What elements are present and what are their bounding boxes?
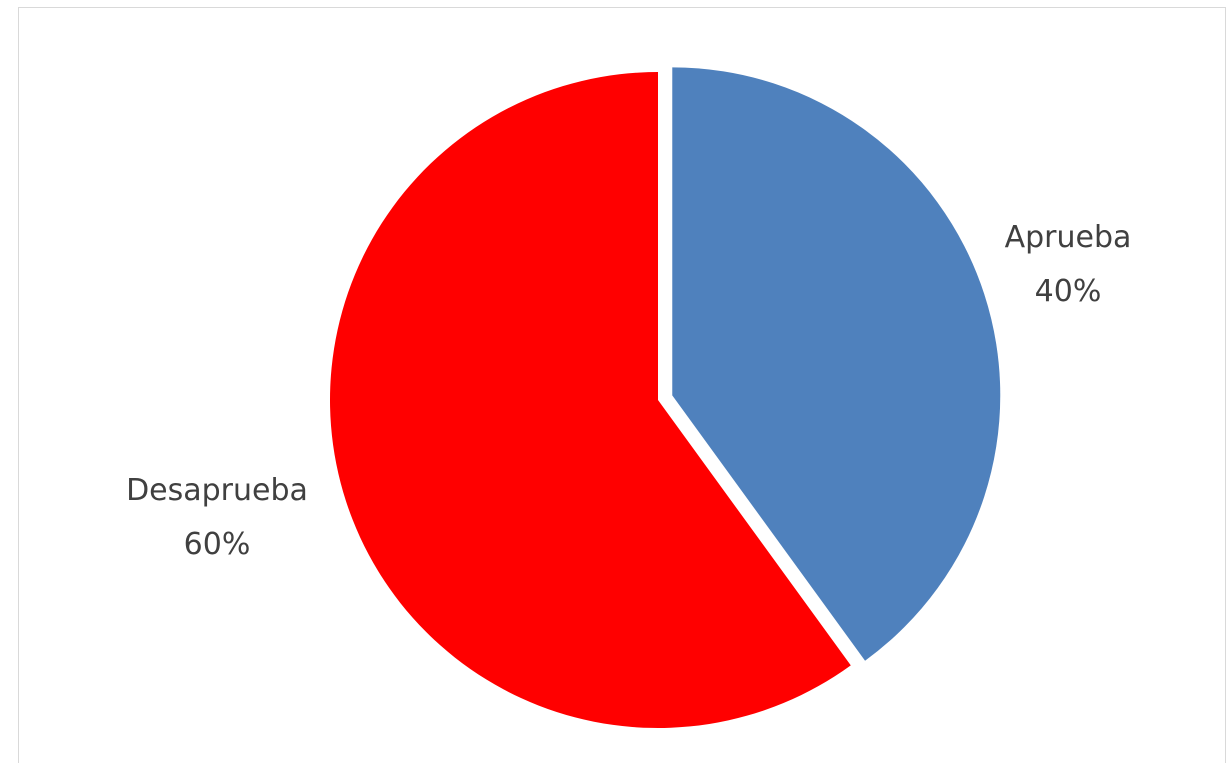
slice-value-aprueba: 40% [1035, 274, 1102, 309]
slice-label-desaprueba: Desaprueba [126, 473, 308, 508]
slice-label-aprueba: Aprueba [1005, 220, 1132, 255]
pie-labels: Aprueba 40% Desaprueba 60% [126, 220, 1131, 562]
pie-slice-aprueba [672, 67, 1001, 661]
pie-slices [329, 67, 1001, 728]
pie-slice-desaprueba [329, 72, 851, 728]
slice-value-desaprueba: 60% [184, 527, 251, 562]
